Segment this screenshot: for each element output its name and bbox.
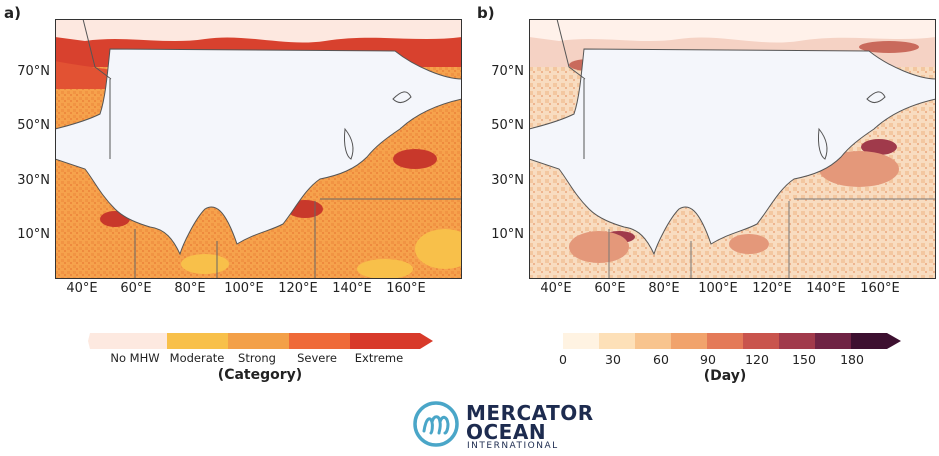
lat-tick: 50°N [491, 118, 524, 133]
category-label: Extreme [354, 351, 404, 365]
map-panel-b [529, 19, 936, 279]
day-tick: 30 [605, 352, 621, 367]
lat-tick: 10°N [491, 227, 524, 242]
lon-tick: 160°E [860, 281, 900, 296]
panel-b-letter: b) [477, 4, 495, 22]
lat-tick: 50°N [17, 118, 50, 133]
lon-tick: 140°E [806, 281, 846, 296]
lon-tick: 40°E [66, 281, 98, 296]
lon-tick: 160°E [386, 281, 426, 296]
category-label: Strong [238, 351, 276, 365]
day-tick: 120 [745, 352, 769, 367]
day-tick: 150 [792, 352, 816, 367]
category-colorbar-title: (Category) [217, 367, 303, 383]
lon-tick: 100°E [698, 281, 738, 296]
lon-tick: 120°E [278, 281, 318, 296]
category-label: Severe [297, 351, 337, 365]
mercator-wave-icon [412, 400, 460, 452]
lon-tick: 80°E [648, 281, 680, 296]
day-colorbar [563, 333, 901, 353]
category-colorbar [88, 333, 433, 353]
day-tick: 90 [700, 352, 716, 367]
lon-tick: 140°E [332, 281, 372, 296]
lon-tick: 40°E [540, 281, 572, 296]
map-panel-a [55, 19, 462, 279]
logo-line-1: MERCATOR [466, 401, 594, 425]
lat-tick: 10°N [17, 227, 50, 242]
lon-tick: 60°E [594, 281, 626, 296]
logo-line-3: INTERNATIONAL [467, 441, 559, 451]
day-colorbar-title: (Day) [703, 368, 747, 384]
logo-line-2: OCEAN [466, 420, 547, 444]
lat-tick: 30°N [491, 173, 524, 188]
day-tick: 0 [559, 352, 567, 367]
day-tick: 60 [653, 352, 669, 367]
category-label: Moderate [169, 351, 225, 365]
lat-tick: 70°N [17, 64, 50, 79]
lon-tick: 80°E [174, 281, 206, 296]
lat-tick: 30°N [17, 173, 50, 188]
category-label: No MHW [110, 351, 160, 365]
lon-tick: 120°E [752, 281, 792, 296]
lon-tick: 60°E [120, 281, 152, 296]
day-tick: 180 [840, 352, 864, 367]
lon-tick: 100°E [224, 281, 264, 296]
panel-a-letter: a) [4, 4, 21, 22]
lat-tick: 70°N [491, 64, 524, 79]
